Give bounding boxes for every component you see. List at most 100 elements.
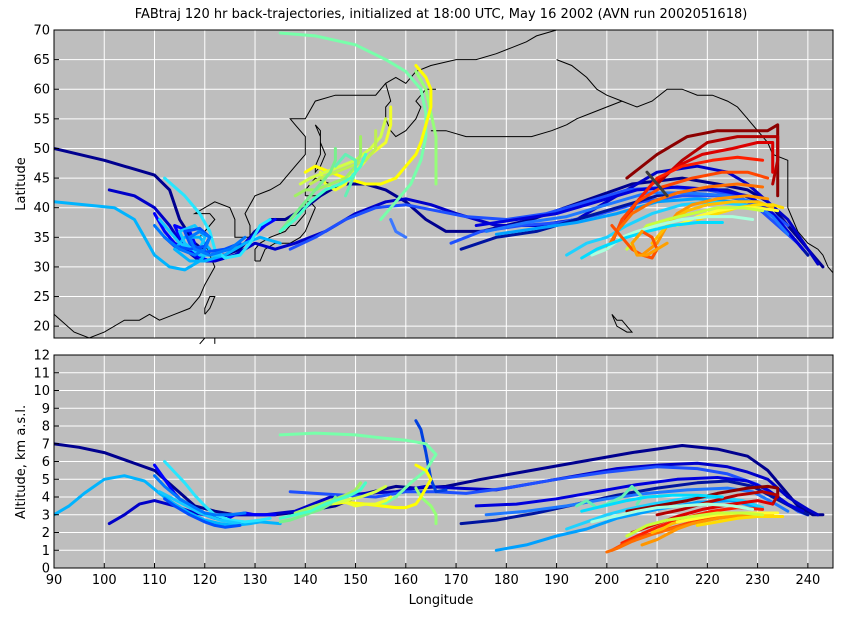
coastline-kamchatka (385, 83, 436, 138)
map-trajectory-15 (163, 226, 242, 254)
altitude-x-tick-label: 230 (745, 573, 770, 588)
coastline-taiwan (204, 296, 216, 315)
altitude-y-tick-label: 0 (42, 562, 50, 577)
map-trajectory-32 (605, 182, 765, 251)
map-y-tick-label: 30 (33, 260, 50, 275)
map-panel: 20 25 30 35 40 45 50 55 60 65 70 Latitude (14, 24, 834, 345)
map-frame (53, 29, 834, 339)
map-trajectory-12 (54, 200, 282, 272)
altitude-y-tick-label: 8 (42, 420, 50, 435)
altitude-trajectories (54, 419, 825, 554)
map-trajectory-34 (650, 200, 775, 245)
map-trajectory-25 (333, 152, 357, 198)
altitude-trajectory-17 (414, 486, 438, 526)
map-trajectory-28 (655, 135, 780, 186)
map-trajectory-23 (293, 135, 363, 198)
altitude-trajectory-11 (163, 460, 272, 524)
map-trajectory-2 (107, 164, 820, 266)
map-trajectory-31 (610, 170, 770, 245)
altitude-x-tick-labels: 90 100 110 120 130 140 150 160 170 180 190 200 210 22… (46, 563, 820, 588)
altitude-x-tick-label: 200 (594, 573, 619, 588)
map-y-tick-label: 50 (33, 142, 50, 157)
map-trajectory-5 (389, 218, 408, 239)
altitude-trajectory-33 (695, 515, 785, 527)
altitude-trajectory-8 (494, 499, 760, 552)
map-trajectory-11 (565, 200, 765, 257)
map-trajectory-42 (645, 170, 669, 198)
altitude-y-tick-label: 2 (42, 526, 50, 541)
altitude-x-tick-label: 150 (343, 573, 368, 588)
map-trajectory-1 (54, 147, 825, 269)
altitude-trajectory-31 (640, 513, 770, 547)
altitude-trajectory-25 (625, 484, 780, 513)
map-trajectory-24 (278, 147, 337, 233)
altitude-trajectory-16 (278, 431, 438, 508)
altitude-x-tick-label: 190 (544, 573, 569, 588)
altitude-x-tick-label: 170 (444, 573, 469, 588)
altitude-y-tick-label: 7 (42, 437, 50, 452)
map-trajectory-39 (580, 221, 724, 260)
altitude-trajectory-23 (278, 481, 368, 520)
map-y-tick-label: 65 (33, 53, 50, 68)
map-y-tick-labels: 20 25 30 35 40 45 50 55 60 65 70 (33, 24, 59, 335)
altitude-x-tick-label: 100 (92, 573, 117, 588)
map-plot-area (54, 30, 833, 338)
coastline-philippines (199, 337, 216, 345)
altitude-y-tick-label: 11 (33, 366, 50, 381)
altitude-x-tick-label: 120 (192, 573, 217, 588)
map-y-axis-label: Latitude (14, 157, 29, 211)
map-trajectory-38 (590, 215, 755, 257)
altitude-x-tick-label: 140 (293, 573, 318, 588)
altitude-trajectory-24 (575, 484, 644, 510)
map-trajectory-33 (640, 194, 770, 257)
map-y-tick-label: 20 (33, 320, 50, 335)
coastline-hawaii (611, 313, 634, 333)
altitude-trajectory-26 (655, 490, 780, 517)
coastline-east-asia-coast (53, 29, 557, 339)
altitude-trajectory-14 (153, 474, 247, 517)
map-trajectory-16 (153, 224, 247, 257)
altitude-trajectory-9 (565, 495, 765, 531)
map-trajectory-18 (414, 70, 438, 186)
altitude-trajectory-12 (158, 490, 242, 526)
map-trajectory-8 (474, 185, 805, 251)
altitude-trajectory-37 (580, 493, 724, 513)
altitude-y-tick-label: 1 (42, 544, 50, 559)
altitude-x-axis-label: Longitude (409, 593, 474, 608)
altitude-y-tick-label: 5 (42, 473, 50, 488)
coastline-north-america-coast (556, 59, 834, 274)
altitude-trajectory-13 (163, 497, 242, 529)
map-y-tick-label: 35 (33, 231, 50, 246)
map-y-tick-label: 60 (33, 83, 50, 98)
altitude-x-tick-label: 130 (243, 573, 268, 588)
altitude-x-tick-label: 180 (494, 573, 519, 588)
altitude-x-tick-label: 210 (645, 573, 670, 588)
altitude-x-tick-label: 240 (795, 573, 820, 588)
map-y-tick-label: 25 (33, 290, 50, 305)
map-trajectory-14 (158, 218, 222, 257)
coastline-sakhalin (314, 124, 326, 174)
altitude-trajectory-35 (625, 511, 765, 538)
map-y-tick-label: 55 (33, 112, 50, 127)
altitude-y-tick-label: 6 (42, 455, 50, 470)
chart-title: FABtraj 120 hr back-trajectories, initia… (135, 7, 748, 22)
altitude-y-tick-label: 3 (42, 508, 50, 523)
map-y-tick-label: 45 (33, 172, 50, 187)
altitude-y-tick-label: 9 (42, 402, 50, 417)
altitude-y-tick-label: 4 (42, 491, 50, 506)
altitude-trajectory-22 (278, 495, 337, 524)
altitude-trajectory-21 (293, 481, 363, 515)
map-coastlines (53, 29, 834, 345)
map-trajectory-22 (308, 129, 378, 186)
altitude-x-tick-label: 220 (695, 573, 720, 588)
altitude-trajectory-7 (484, 486, 790, 517)
coastline-aleutians (430, 124, 567, 138)
map-grid (54, 30, 833, 338)
altitude-x-tick-label: 90 (46, 573, 63, 588)
altitude-x-tick-label: 110 (142, 573, 167, 588)
altitude-y-tick-label: 10 (33, 384, 50, 399)
altitude-x-tick-label: 160 (393, 573, 418, 588)
map-y-tick-label: 70 (33, 24, 50, 39)
map-trajectory-21 (298, 117, 388, 186)
altitude-trajectory-36 (590, 502, 755, 524)
